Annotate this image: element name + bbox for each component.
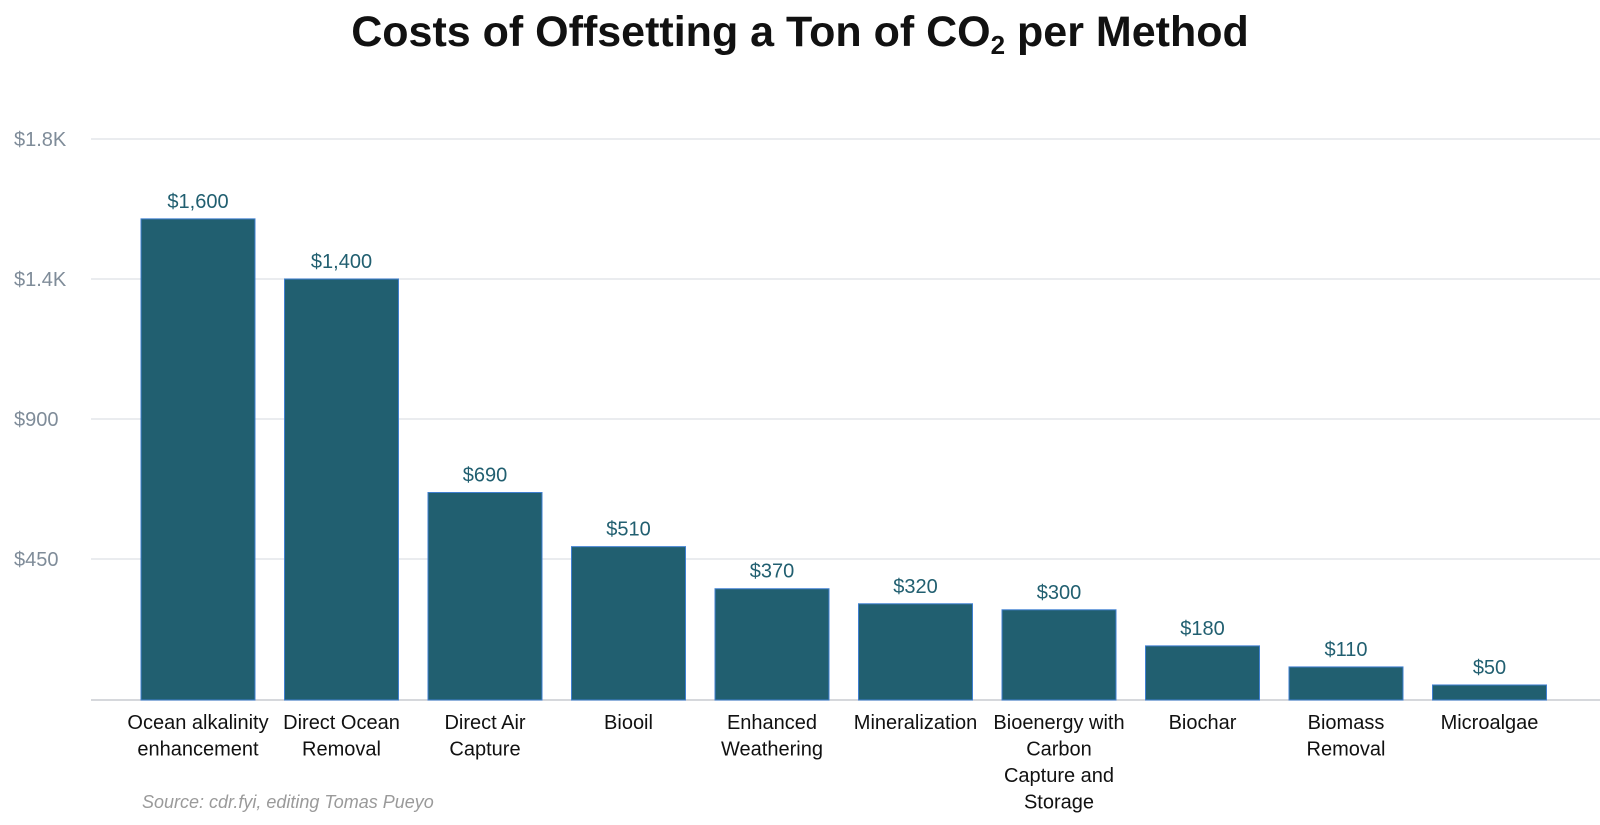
chart-title-rest: per Method	[1005, 8, 1249, 56]
bar	[714, 588, 830, 701]
bar	[1432, 684, 1547, 701]
y-tick-label: $450	[14, 549, 59, 571]
x-tick-label: Direct Air	[444, 712, 525, 734]
bar	[1288, 666, 1404, 701]
x-tick-label: Microalgae	[1441, 712, 1539, 734]
x-tick-label: Direct Ocean	[283, 712, 400, 734]
bar	[1145, 645, 1260, 701]
bar-value-label: $180	[1180, 618, 1225, 640]
bar	[140, 218, 256, 701]
x-tick-label: Capture and	[1004, 765, 1114, 787]
x-tick-label: Mineralization	[854, 712, 977, 734]
chart-title: Costs of Offsetting a Ton of CO2 per Met…	[0, 8, 1600, 61]
bar-value-label: $510	[606, 519, 651, 541]
bar-value-label: $370	[750, 561, 795, 583]
bar	[284, 278, 399, 701]
x-tick-label: Ocean alkalinity	[127, 712, 268, 734]
bar	[1001, 609, 1117, 701]
x-tick-label: Bioenergy with	[993, 712, 1124, 734]
x-tick-label: Removal	[1307, 739, 1386, 761]
x-tick-label: Carbon	[1026, 739, 1092, 761]
bar-value-label: $1,600	[167, 191, 228, 213]
chart-title-subscript: 2	[990, 30, 1006, 60]
chart-title-main: Costs of Offsetting a Ton of CO	[351, 8, 991, 56]
x-tick-label: enhancement	[137, 739, 259, 761]
x-tick-label: Biooil	[604, 712, 653, 734]
y-tick-label: $900	[14, 409, 59, 431]
x-tick-label: Enhanced	[727, 712, 817, 734]
y-tick-label: $1.8K	[14, 129, 67, 151]
x-tick-label: Weathering	[721, 739, 823, 761]
x-tick-label: Capture	[449, 739, 520, 761]
bar-value-label: $320	[893, 576, 938, 598]
source-note: Source: cdr.fyi, editing Tomas Pueyo	[142, 792, 434, 812]
bar-value-label: $1,400	[311, 251, 372, 273]
bar	[571, 546, 686, 701]
bar-value-label: $110	[1324, 639, 1367, 661]
x-tick-label: Storage	[1024, 792, 1094, 814]
y-tick-label: $1.4K	[14, 269, 67, 291]
x-tick-label: Removal	[302, 739, 381, 761]
x-tick-label: Biochar	[1169, 712, 1237, 734]
bar	[858, 603, 973, 701]
x-tick-label: Biomass	[1308, 712, 1385, 734]
bar-value-label: $50	[1473, 657, 1506, 679]
bar-value-label: $690	[463, 465, 508, 487]
bar-value-label: $300	[1037, 582, 1082, 604]
bar	[427, 492, 543, 701]
